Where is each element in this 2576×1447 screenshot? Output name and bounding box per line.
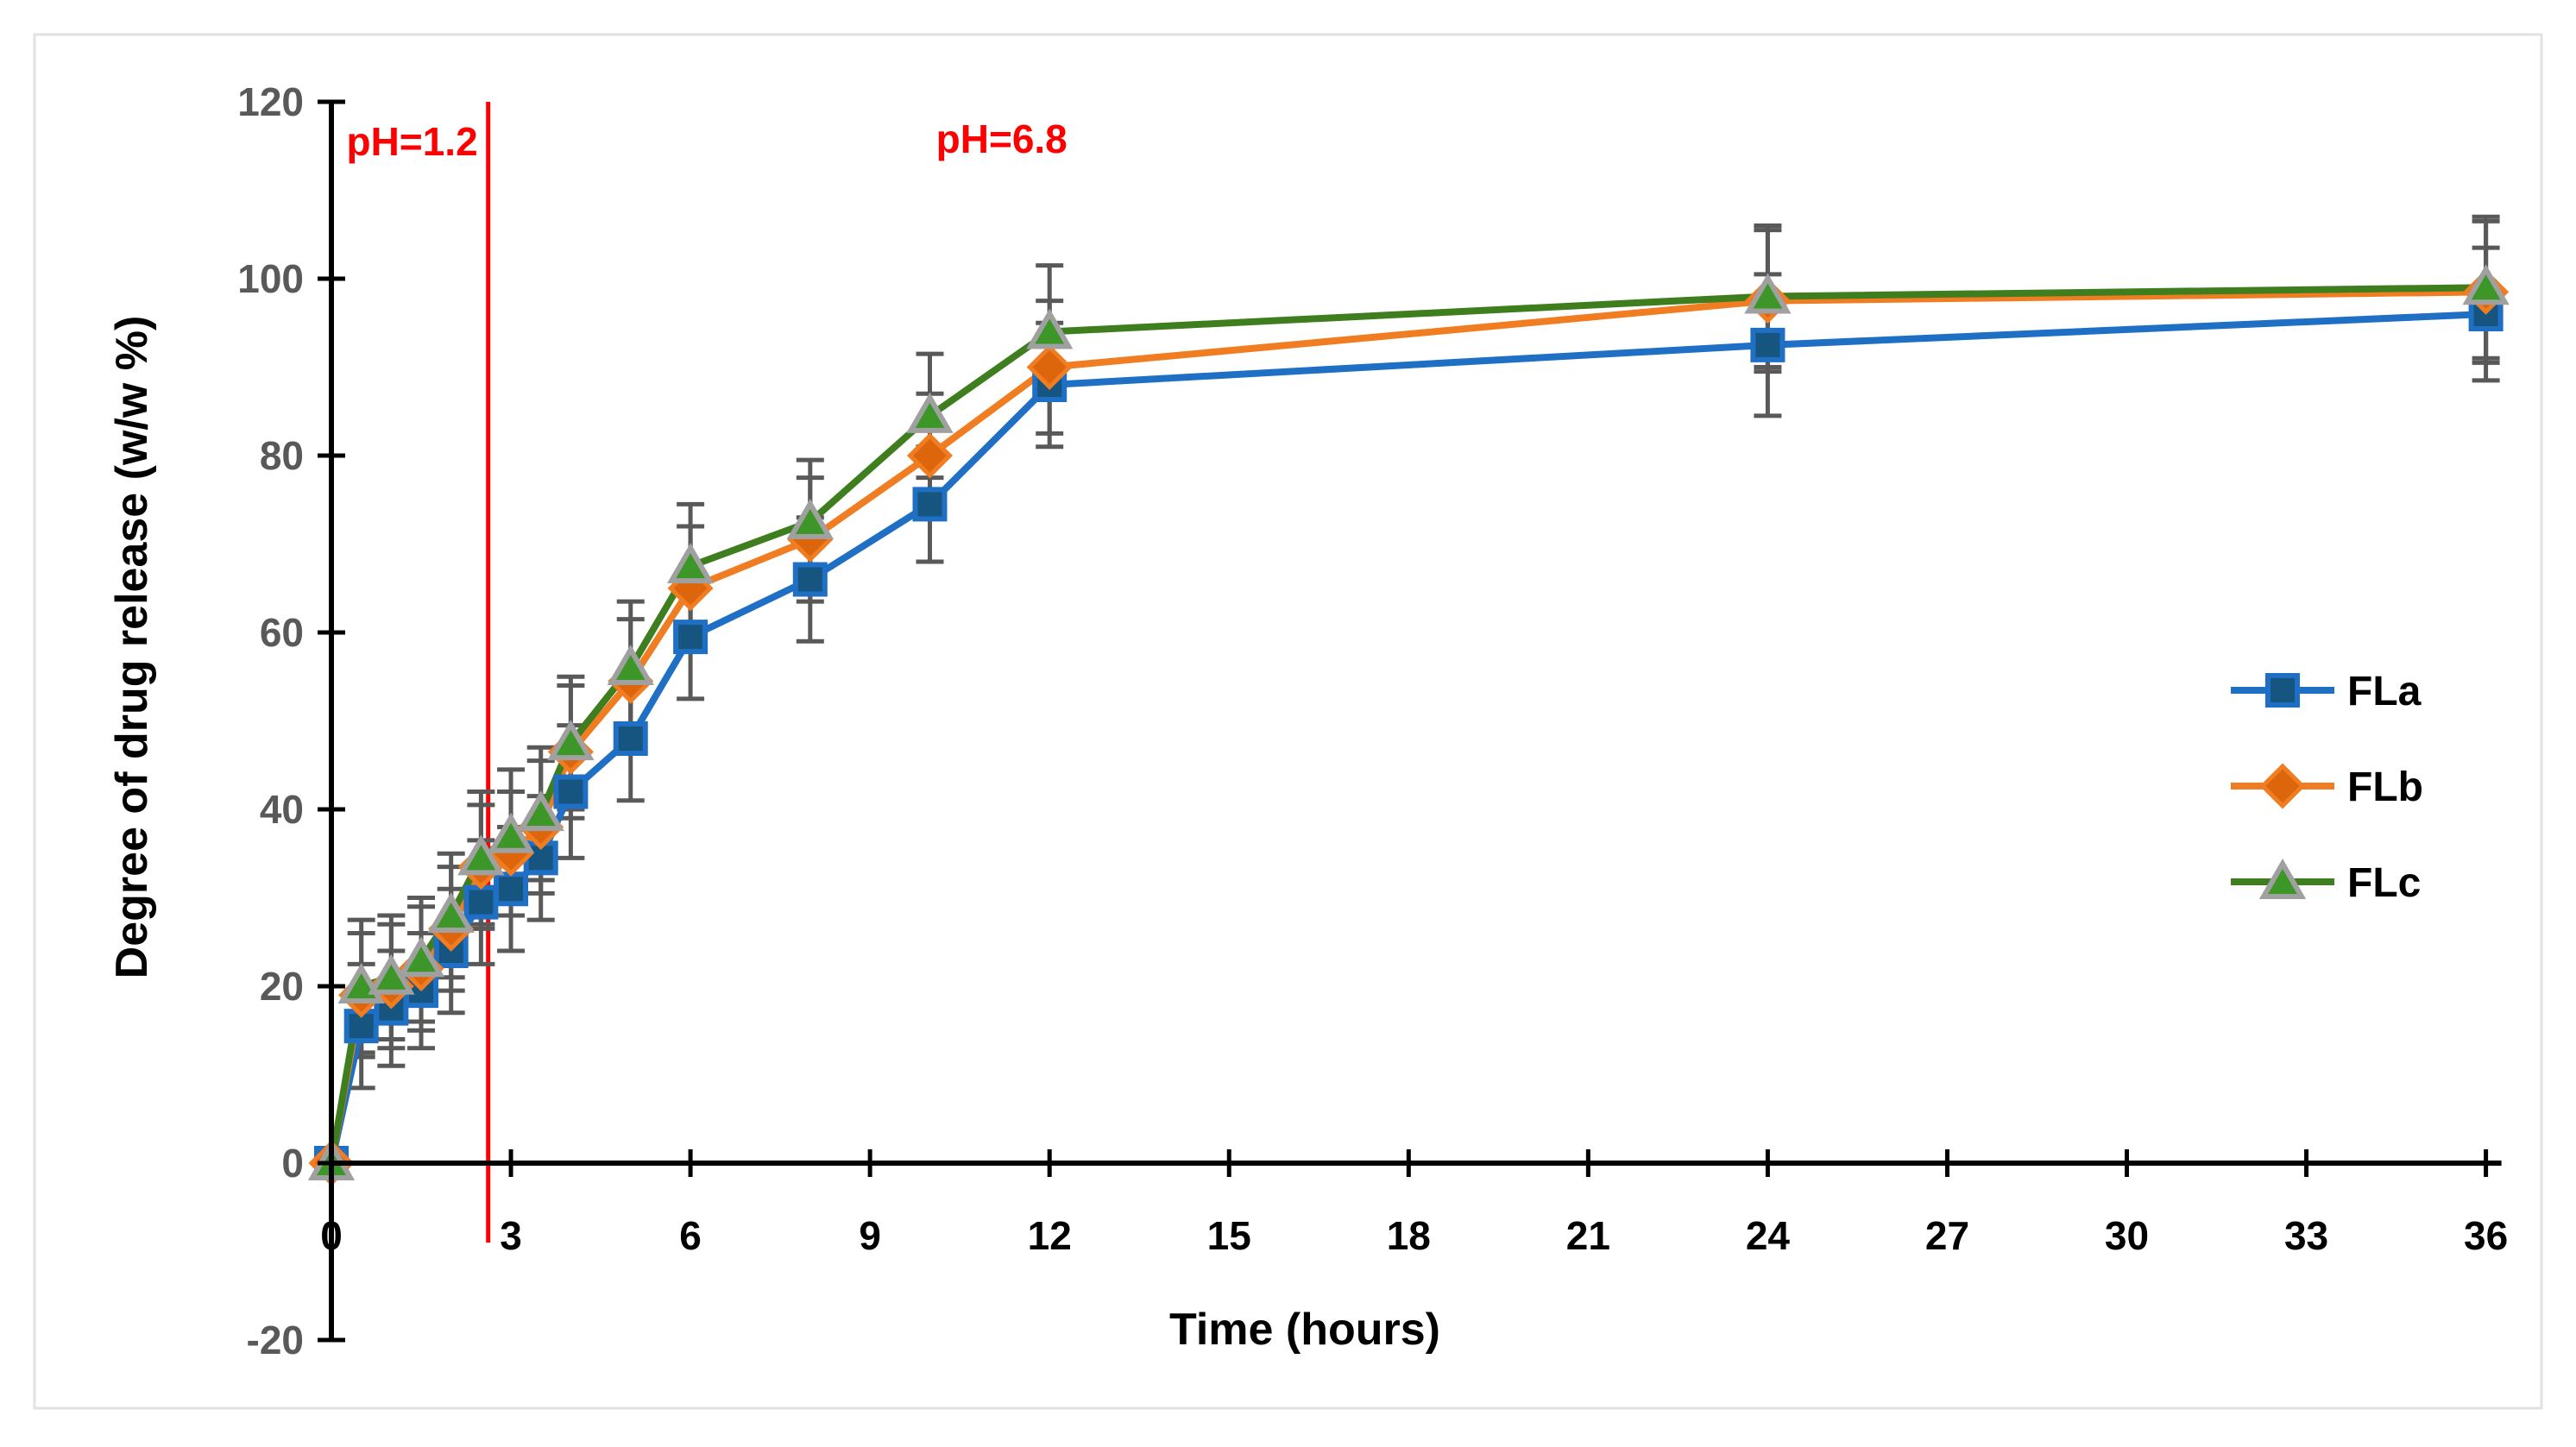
x-tick-label: 0 <box>320 1213 343 1258</box>
x-tick-label: 36 <box>2464 1213 2508 1258</box>
series-markers-group <box>307 264 2510 1186</box>
y-tick-label: 120 <box>237 79 304 124</box>
data-point-FLa <box>553 774 589 809</box>
series-line-FLa <box>328 311 2486 1164</box>
y-tick-label: 40 <box>260 787 304 832</box>
data-point-FLc <box>786 498 835 539</box>
x-tick-label: 6 <box>679 1213 702 1258</box>
x-tick-label: 9 <box>859 1213 881 1258</box>
x-tick-label: 27 <box>1925 1213 1969 1258</box>
chart-border-frame <box>33 33 2543 1410</box>
data-point-FLc <box>517 790 564 832</box>
data-point-FLc <box>427 892 475 933</box>
data-point-FLc <box>547 720 595 761</box>
data-point-FLc <box>906 392 954 433</box>
legend-item-FLc: FLc <box>2231 859 2421 906</box>
data-point-FLc <box>487 812 535 853</box>
x-axis-title: Time (hours) <box>1169 1305 1440 1355</box>
series-line-FLb <box>328 288 2486 1164</box>
data-point-FLa <box>613 721 648 756</box>
legend-item-FLa: FLa <box>2231 669 2422 714</box>
x-tick-label: 18 <box>1387 1213 1431 1258</box>
data-point-FLc <box>2462 264 2510 305</box>
y-tick-label: 80 <box>260 433 304 478</box>
x-tick-label: 30 <box>2105 1213 2149 1258</box>
annotation-ph-1-2: pH=1.2 <box>347 119 478 164</box>
data-point-FLa <box>792 562 828 597</box>
y-axis-title: Degree of drug release (w/w %) <box>107 316 157 979</box>
legend-label: FLc <box>2347 860 2421 906</box>
data-point-FLa <box>1750 327 1786 362</box>
x-tick-label: 33 <box>2284 1213 2328 1258</box>
legend-item-FLb: FLb <box>2231 763 2423 810</box>
y-tick-label: 60 <box>260 610 304 655</box>
x-tick-label: 15 <box>1207 1213 1251 1258</box>
axes-group <box>318 99 2502 1343</box>
data-point-FLc <box>666 543 715 584</box>
data-point-FLc <box>397 936 445 978</box>
x-tick-label: 24 <box>1746 1213 1791 1258</box>
data-point-FLa <box>673 620 709 655</box>
legend-label: FLb <box>2347 764 2423 810</box>
x-tick-label: 12 <box>1028 1213 1072 1258</box>
data-point-FLa <box>463 884 499 920</box>
data-point-FLa <box>912 487 948 522</box>
error-bars-group <box>347 214 2500 1091</box>
legend-marker-diamond <box>2259 763 2306 809</box>
data-point-FLc <box>457 834 505 876</box>
y-tick-label: 100 <box>237 256 304 301</box>
legend-label: FLa <box>2347 669 2422 714</box>
annotation-ph-6-8: pH=6.8 <box>936 116 1068 161</box>
series-line-FLc <box>328 284 2486 1164</box>
data-point-FLc <box>1025 308 1074 349</box>
legend: FLa FLb FLc <box>2231 669 2423 906</box>
data-point-FLc <box>607 645 654 685</box>
x-tick-label: 21 <box>1566 1213 1610 1258</box>
legend-marker-triangle <box>2258 859 2307 899</box>
y-tick-label: 20 <box>260 964 304 1009</box>
data-point-FLb <box>1026 343 1073 391</box>
y-tick-label: -20 <box>247 1318 304 1362</box>
data-point-FLa <box>343 1009 379 1044</box>
data-point-FLb <box>906 432 954 479</box>
data-point-FLc <box>1744 273 1792 314</box>
series-lines-group <box>328 284 2486 1164</box>
legend-marker-square <box>2265 673 2300 708</box>
x-tick-label: 3 <box>500 1213 522 1258</box>
y-tick-label: 0 <box>281 1141 304 1186</box>
data-point-FLa <box>494 871 529 907</box>
